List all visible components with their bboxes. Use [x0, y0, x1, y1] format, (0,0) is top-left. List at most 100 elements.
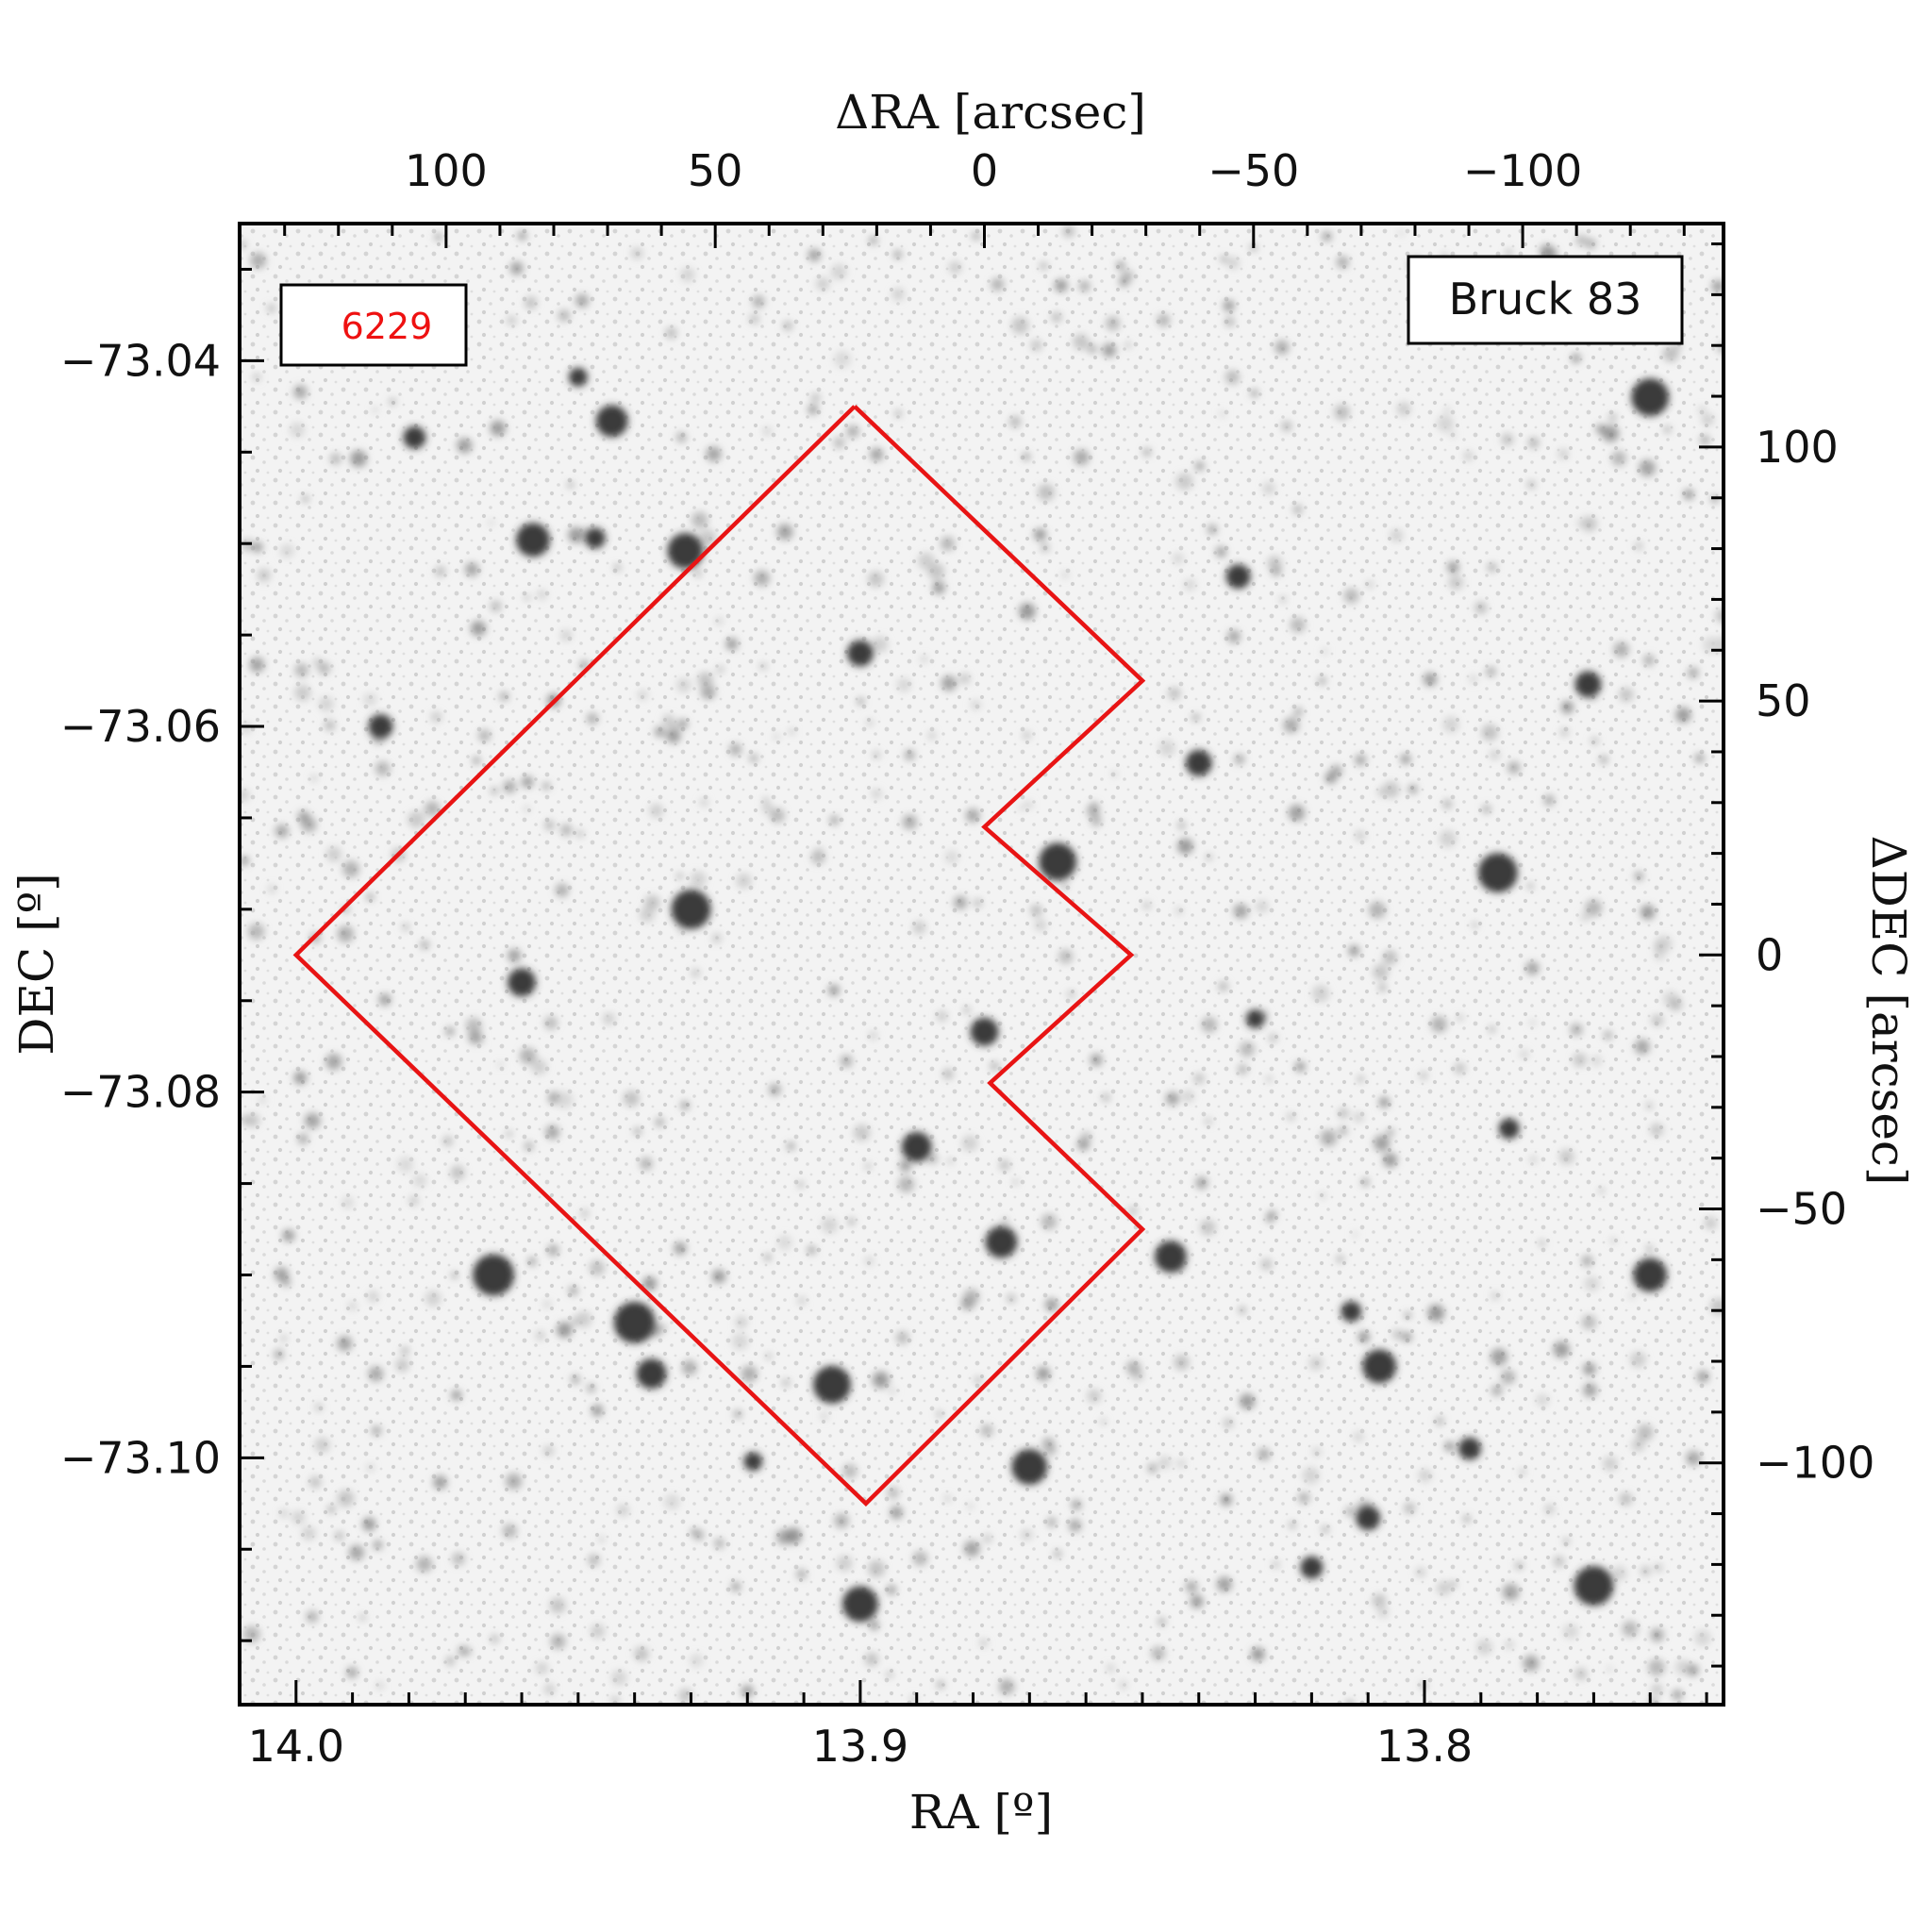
faint-star — [1018, 804, 1025, 811]
faint-star — [1416, 1567, 1425, 1577]
faint-star — [764, 1254, 772, 1261]
faint-star — [1353, 1431, 1364, 1442]
faint-star — [420, 941, 429, 950]
faint-star — [508, 949, 522, 962]
faint-star — [1631, 1438, 1645, 1452]
faint-star — [943, 1494, 952, 1503]
faint-star — [1372, 1593, 1387, 1608]
faint-star — [274, 1267, 289, 1282]
axis-ticks — [240, 224, 1724, 1705]
bright-star — [667, 533, 704, 569]
faint-star — [886, 1585, 897, 1595]
faint-star — [1272, 1560, 1280, 1569]
faint-star — [1519, 1469, 1526, 1475]
faint-star — [676, 677, 691, 693]
faint-star — [543, 1445, 554, 1457]
faint-star — [725, 638, 739, 651]
faint-star — [666, 728, 681, 743]
faint-star — [1046, 1517, 1057, 1527]
faint-star — [868, 1560, 886, 1577]
faint-star — [1024, 801, 1033, 808]
faint-star — [1100, 1418, 1107, 1425]
faint-star — [1058, 949, 1074, 964]
faint-star — [1061, 571, 1070, 578]
faint-star — [1182, 1090, 1194, 1103]
faint-star — [1239, 1307, 1246, 1314]
faint-star — [1071, 1499, 1082, 1510]
faint-star — [1501, 433, 1514, 446]
x-tick-label: 13.9 — [812, 1721, 908, 1772]
faint-star — [1519, 1049, 1529, 1059]
faint-star — [1158, 1456, 1172, 1470]
faint-star — [1539, 1240, 1546, 1247]
faint-star — [974, 1376, 982, 1384]
faint-star — [729, 742, 742, 757]
faint-star — [1635, 541, 1643, 550]
faint-star — [1116, 261, 1125, 270]
faint-star — [1650, 1628, 1664, 1642]
faint-star — [1352, 1231, 1358, 1238]
faint-star — [1224, 317, 1235, 327]
faint-star — [808, 405, 818, 415]
faint-star — [1463, 451, 1474, 461]
bright-star — [636, 1358, 667, 1390]
faint-star — [1641, 905, 1656, 920]
faint-star — [1158, 1617, 1166, 1626]
faint-star — [450, 1165, 465, 1180]
faint-star — [425, 801, 441, 817]
faint-star — [676, 873, 683, 879]
faint-star — [413, 1174, 427, 1188]
faint-star — [1218, 981, 1229, 991]
faint-star — [680, 267, 695, 282]
faint-star — [691, 1528, 698, 1536]
faint-star — [1418, 1469, 1432, 1483]
faint-star — [1436, 1417, 1444, 1425]
faint-star — [1227, 629, 1241, 643]
bright-star — [403, 425, 426, 449]
faint-star — [971, 700, 981, 710]
faint-star — [898, 1175, 915, 1193]
faint-star — [1106, 316, 1121, 331]
faint-star — [416, 1556, 433, 1573]
faint-star — [677, 926, 686, 935]
faint-star — [1486, 666, 1496, 677]
faint-star — [1207, 525, 1218, 535]
faint-star — [290, 422, 306, 438]
faint-star — [762, 797, 769, 804]
faint-star — [575, 1311, 592, 1327]
faint-star — [310, 774, 318, 782]
faint-star — [1585, 899, 1603, 917]
faint-star — [547, 1244, 559, 1257]
faint-star — [759, 662, 767, 671]
faint-star — [700, 798, 708, 807]
faint-star — [1339, 1126, 1347, 1136]
faint-star — [1536, 1393, 1549, 1407]
faint-star — [408, 810, 425, 828]
bright-star — [516, 523, 550, 558]
faint-star — [368, 1291, 379, 1302]
faint-star — [509, 261, 524, 275]
faint-star — [1476, 1640, 1492, 1656]
faint-star — [1715, 608, 1724, 624]
faint-star — [1527, 480, 1536, 489]
faint-star — [1383, 1153, 1398, 1168]
faint-star — [1074, 449, 1090, 465]
faint-star — [587, 1383, 596, 1393]
faint-star — [366, 892, 375, 901]
faint-star — [870, 447, 884, 461]
faint-star — [1260, 1258, 1273, 1271]
faint-star — [313, 658, 321, 665]
faint-star — [280, 543, 294, 558]
faint-star — [1674, 1659, 1690, 1675]
faint-star — [1279, 595, 1287, 604]
faint-star — [375, 761, 391, 776]
faint-star — [591, 1624, 605, 1639]
faint-star — [937, 1681, 945, 1689]
faint-star — [1281, 421, 1292, 432]
faint-star — [575, 293, 590, 308]
faint-star — [776, 524, 793, 541]
faint-star — [425, 1291, 441, 1307]
faint-star — [752, 295, 765, 308]
faint-star — [1287, 1112, 1295, 1122]
faint-star — [1396, 402, 1411, 416]
